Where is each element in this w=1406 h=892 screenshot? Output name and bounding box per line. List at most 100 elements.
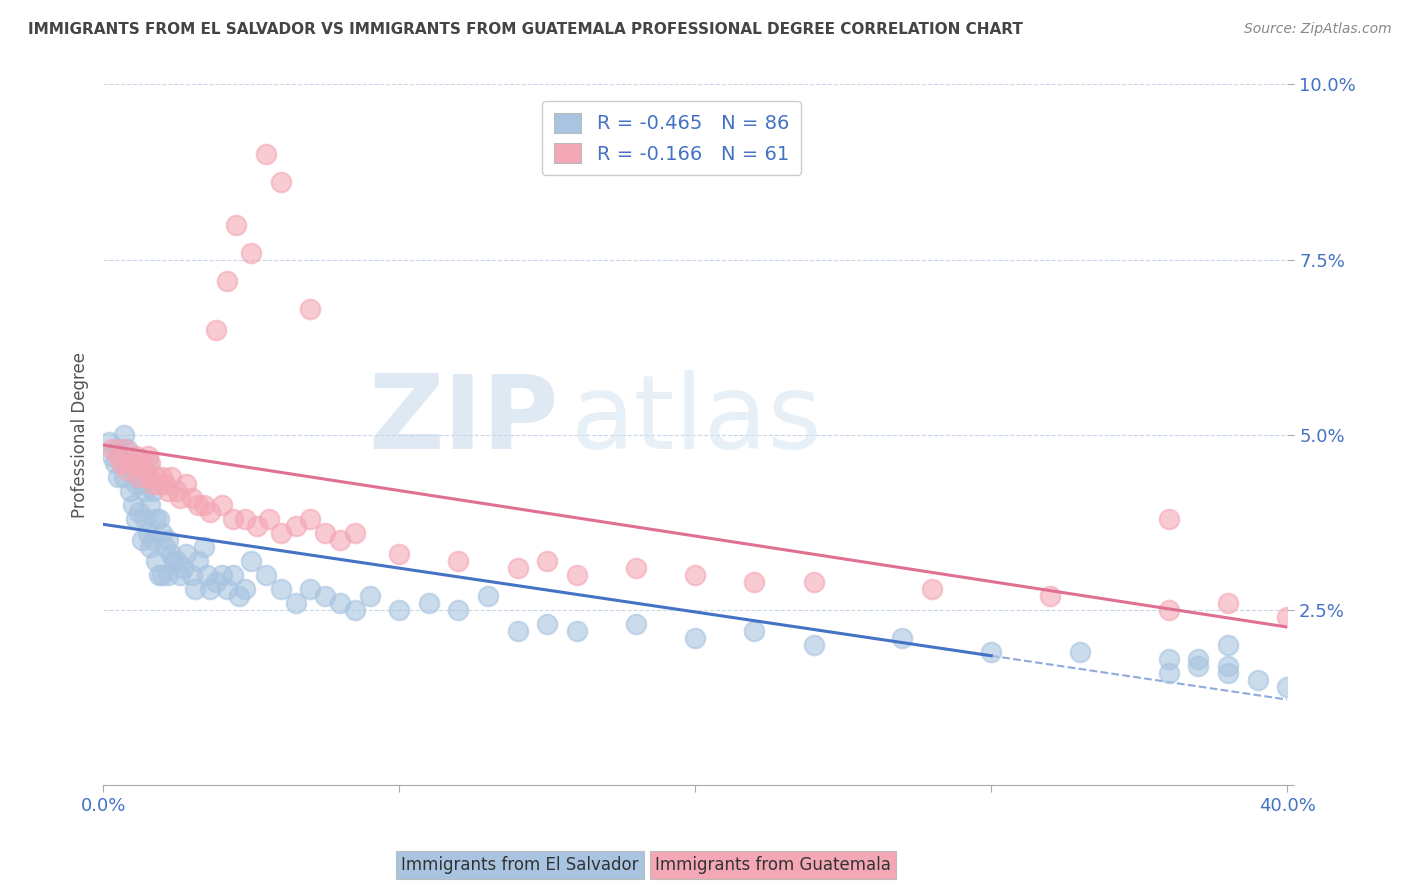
- Point: [388, 602, 411, 616]
- Point: [131, 476, 153, 491]
- Point: [921, 582, 943, 596]
- Point: [803, 574, 825, 589]
- Point: [160, 547, 183, 561]
- Point: [1247, 673, 1270, 687]
- Point: [142, 483, 165, 498]
- Point: [343, 525, 366, 540]
- Point: [536, 616, 558, 631]
- Text: Source: ZipAtlas.com: Source: ZipAtlas.com: [1244, 22, 1392, 37]
- Text: Immigrants from Guatemala: Immigrants from Guatemala: [655, 856, 891, 874]
- Point: [136, 469, 159, 483]
- Text: IMMIGRANTS FROM EL SALVADOR VS IMMIGRANTS FROM GUATEMALA PROFESSIONAL DEGREE COR: IMMIGRANTS FROM EL SALVADOR VS IMMIGRANT…: [28, 22, 1024, 37]
- Point: [329, 533, 352, 547]
- Point: [284, 596, 307, 610]
- Point: [139, 540, 162, 554]
- Point: [118, 456, 141, 470]
- Point: [134, 483, 156, 498]
- Point: [1187, 658, 1209, 673]
- Y-axis label: Professional Degree: Professional Degree: [72, 351, 89, 517]
- Legend: R = -0.465   N = 86, R = -0.166   N = 61: R = -0.465 N = 86, R = -0.166 N = 61: [543, 101, 801, 175]
- Point: [683, 631, 706, 645]
- Point: [1216, 665, 1239, 680]
- Point: [195, 567, 218, 582]
- Point: [125, 476, 148, 491]
- Point: [110, 456, 132, 470]
- Point: [174, 476, 197, 491]
- Point: [139, 456, 162, 470]
- Point: [270, 525, 292, 540]
- Point: [222, 511, 245, 525]
- Point: [118, 456, 141, 470]
- Point: [107, 442, 129, 456]
- Point: [299, 511, 322, 525]
- Point: [211, 567, 233, 582]
- Point: [134, 511, 156, 525]
- Point: [157, 567, 180, 582]
- Point: [157, 533, 180, 547]
- Point: [155, 540, 177, 554]
- Point: [225, 218, 247, 232]
- Point: [624, 616, 647, 631]
- Point: [160, 469, 183, 483]
- Point: [101, 449, 124, 463]
- Point: [101, 442, 124, 456]
- Point: [118, 483, 141, 498]
- Point: [1216, 658, 1239, 673]
- Point: [240, 245, 263, 260]
- Point: [145, 469, 167, 483]
- Point: [136, 449, 159, 463]
- Point: [314, 589, 336, 603]
- Point: [125, 511, 148, 525]
- Point: [125, 449, 148, 463]
- Text: atlas: atlas: [571, 370, 823, 471]
- Point: [447, 554, 470, 568]
- Point: [121, 498, 143, 512]
- Point: [166, 554, 188, 568]
- Point: [891, 631, 914, 645]
- Point: [1039, 589, 1062, 603]
- Point: [343, 602, 366, 616]
- Point: [115, 462, 138, 476]
- Point: [181, 491, 204, 505]
- Point: [233, 582, 256, 596]
- Point: [128, 505, 150, 519]
- Point: [134, 462, 156, 476]
- Point: [142, 533, 165, 547]
- Point: [104, 456, 127, 470]
- Point: [112, 442, 135, 456]
- Point: [980, 645, 1002, 659]
- Point: [169, 491, 191, 505]
- Point: [150, 469, 173, 483]
- Point: [148, 511, 170, 525]
- Point: [1069, 645, 1091, 659]
- Point: [254, 567, 277, 582]
- Point: [136, 525, 159, 540]
- Point: [107, 469, 129, 483]
- Point: [233, 511, 256, 525]
- Point: [254, 147, 277, 161]
- Point: [204, 574, 226, 589]
- Point: [536, 554, 558, 568]
- Point: [683, 567, 706, 582]
- Point: [98, 434, 121, 449]
- Point: [184, 582, 207, 596]
- Point: [211, 498, 233, 512]
- Point: [145, 511, 167, 525]
- Point: [204, 322, 226, 336]
- Point: [314, 525, 336, 540]
- Point: [1187, 651, 1209, 665]
- Point: [1216, 596, 1239, 610]
- Point: [169, 567, 191, 582]
- Point: [744, 574, 766, 589]
- Point: [198, 582, 221, 596]
- Point: [107, 449, 129, 463]
- Text: ZIP: ZIP: [368, 370, 560, 471]
- Point: [329, 596, 352, 610]
- Point: [145, 554, 167, 568]
- Point: [257, 511, 280, 525]
- Point: [187, 554, 209, 568]
- Point: [565, 624, 588, 638]
- Point: [155, 476, 177, 491]
- Point: [217, 582, 239, 596]
- Text: Immigrants from El Salvador: Immigrants from El Salvador: [402, 856, 638, 874]
